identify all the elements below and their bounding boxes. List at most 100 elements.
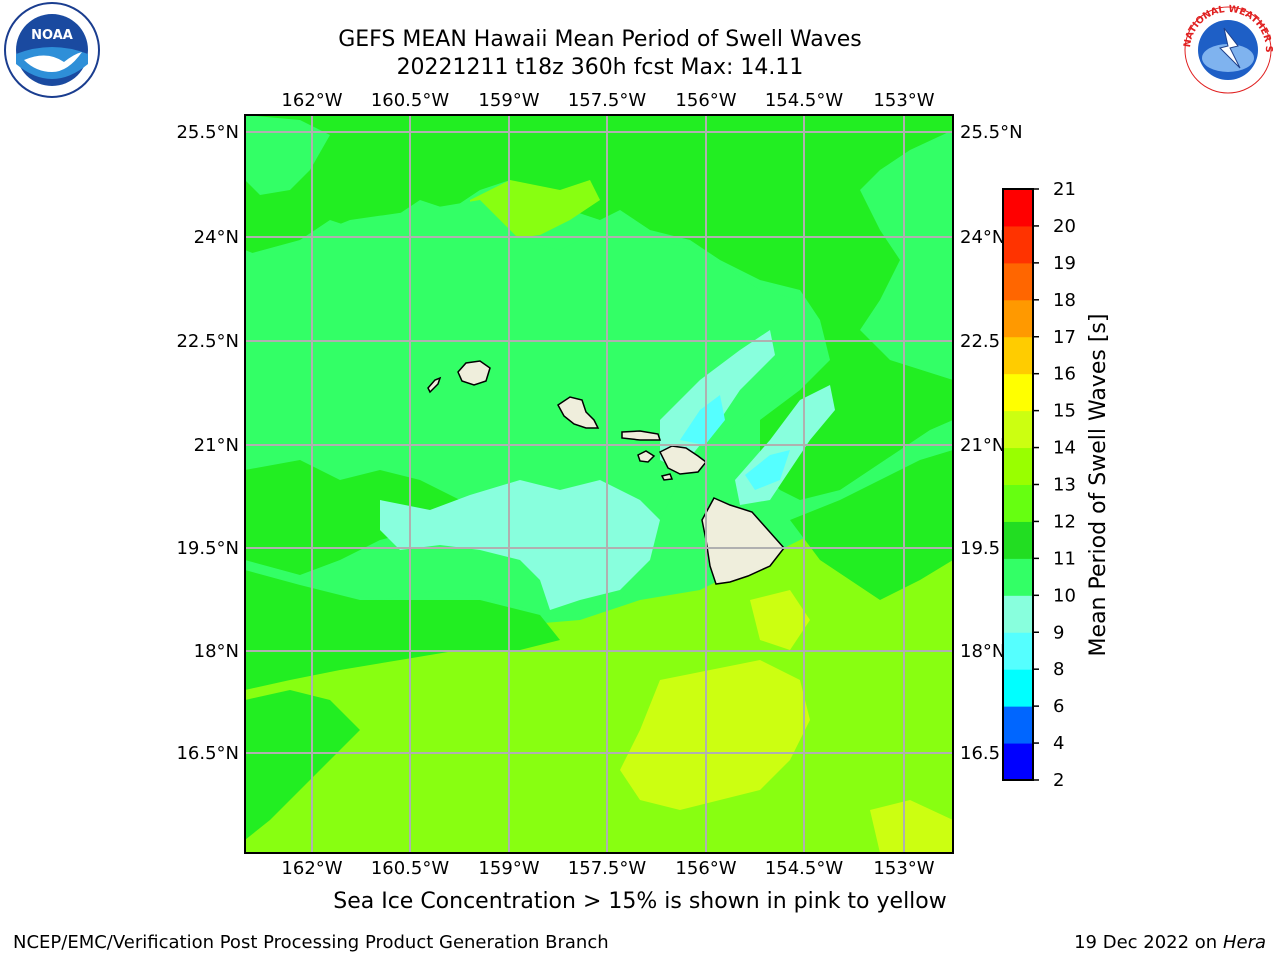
hawaiian-islands bbox=[427, 360, 785, 585]
lon-label: 162°W bbox=[281, 858, 342, 879]
colorbar-tick-label: 12 bbox=[1053, 511, 1076, 532]
island-molokai bbox=[621, 430, 662, 441]
lon-label: 162°W bbox=[281, 90, 342, 111]
colorbar-tick-label: 18 bbox=[1053, 290, 1076, 311]
lon-label: 154.5°W bbox=[765, 858, 844, 879]
colorbar-swatch bbox=[1003, 225, 1033, 264]
island-oahu bbox=[557, 396, 600, 429]
colorbar-tick-label: 6 bbox=[1053, 696, 1064, 717]
lat-label: 22.5°N bbox=[176, 331, 239, 352]
lon-label: 153°W bbox=[873, 90, 934, 111]
lon-label: 156°W bbox=[675, 90, 736, 111]
colorbar-tick-label: 15 bbox=[1053, 401, 1076, 422]
colorbar-swatch bbox=[1003, 373, 1033, 412]
lon-label: 160.5°W bbox=[371, 858, 450, 879]
swell-band-8-9 bbox=[680, 395, 725, 445]
colorbar-tick-label: 17 bbox=[1053, 327, 1076, 348]
swell-band-13-14-se bbox=[870, 800, 953, 853]
colorbar-swatch bbox=[1003, 189, 1033, 227]
colorbar-swatch bbox=[1003, 595, 1033, 633]
lat-labels-right: 25.5°N 24°N 22.5 21°N 19.5 18°N 16.5 bbox=[960, 122, 1023, 764]
colorbar-tick-label: 16 bbox=[1053, 364, 1076, 385]
swell-band-10-11-north-patch bbox=[245, 115, 330, 195]
lat-label: 24°N bbox=[194, 227, 239, 248]
plot-title: GEFS MEAN Hawaii Mean Period of Swell Wa… bbox=[338, 27, 862, 52]
lat-label: 16.5 bbox=[960, 743, 1000, 764]
swell-band-8-9-b bbox=[745, 450, 790, 490]
colorbar-tick-label: 11 bbox=[1053, 548, 1076, 569]
lat-label: 16.5°N bbox=[176, 743, 239, 764]
lat-label: 19.5 bbox=[960, 538, 1000, 559]
lat-label: 25.5°N bbox=[960, 122, 1023, 143]
colorbar-tick-label: 20 bbox=[1053, 216, 1076, 237]
date-text: 19 Dec 2022 on Hera bbox=[1074, 932, 1266, 953]
lat-label: 18°N bbox=[960, 641, 1005, 662]
map-gridlines bbox=[245, 115, 953, 853]
colorbar-swatch bbox=[1003, 669, 1033, 707]
colorbar-tick-label: 2 bbox=[1053, 770, 1064, 791]
lon-label: 160.5°W bbox=[371, 90, 450, 111]
colorbar-swatch bbox=[1003, 632, 1033, 670]
colorbar-ticks: 2 4 6 8 9 10 11 12 13 14 15 16 17 18 19 20 21 bbox=[1033, 179, 1076, 791]
colorbar-label: Mean Period of Swell Waves [s] bbox=[1086, 314, 1111, 657]
lat-label: 22.5 bbox=[960, 331, 1000, 352]
lon-label: 159°W bbox=[478, 90, 539, 111]
colorbar-tick-label: 19 bbox=[1053, 253, 1076, 274]
lon-label: 153°W bbox=[873, 858, 934, 879]
colorbar-tick-label: 13 bbox=[1053, 475, 1076, 496]
lon-labels-bottom: 162°W 160.5°W 159°W 157.5°W 156°W 154.5°… bbox=[281, 858, 934, 879]
lat-label: 21°N bbox=[194, 435, 239, 456]
swell-band-11-12-east bbox=[790, 450, 953, 600]
lat-label: 25.5°N bbox=[176, 122, 239, 143]
svg-text:NOAA: NOAA bbox=[31, 28, 73, 43]
island-kahoolawe bbox=[660, 473, 674, 481]
colorbar-swatch bbox=[1003, 336, 1033, 375]
colorbar-frame bbox=[1002, 188, 1034, 781]
lat-label: 19.5°N bbox=[176, 538, 239, 559]
colorbar-tick-label: 9 bbox=[1053, 622, 1064, 643]
map-frame bbox=[244, 114, 954, 854]
colorbar-swatch bbox=[1003, 521, 1033, 559]
island-kauai bbox=[457, 360, 491, 386]
map-field bbox=[245, 115, 953, 853]
nws-logo: NATIONAL WEATHER SERVICE bbox=[1178, 2, 1274, 96]
island-lanai bbox=[637, 450, 656, 463]
colorbar-swatch bbox=[1003, 484, 1033, 522]
swell-band-13-14-center bbox=[620, 660, 810, 810]
colorbar-swatches bbox=[1003, 189, 1033, 781]
colorbar: 2 4 6 8 9 10 11 12 13 14 15 16 17 18 19 20 21 Mean Perio… bbox=[1002, 179, 1111, 791]
credit-text: NCEP/EMC/Verification Post Processing Pr… bbox=[13, 932, 609, 953]
lon-label: 157.5°W bbox=[568, 858, 647, 879]
lat-label: 18°N bbox=[194, 641, 239, 662]
lon-label: 154.5°W bbox=[765, 90, 844, 111]
lon-label: 159°W bbox=[478, 858, 539, 879]
lon-label: 157.5°W bbox=[568, 90, 647, 111]
lat-label: 21°N bbox=[960, 435, 1005, 456]
colorbar-tick-label: 8 bbox=[1053, 659, 1064, 680]
colorbar-swatch bbox=[1003, 299, 1033, 338]
colorbar-swatch bbox=[1003, 743, 1033, 781]
colorbar-swatch bbox=[1003, 558, 1033, 596]
swell-band-11-12-south-west2 bbox=[245, 690, 360, 840]
lat-labels-left: 25.5°N 24°N 22.5°N 21°N 19.5°N 18°N 16.5… bbox=[176, 122, 239, 764]
colorbar-tick-label: 21 bbox=[1053, 179, 1076, 200]
noaa-logo: NOAA bbox=[4, 2, 100, 98]
colorbar-swatch bbox=[1003, 410, 1033, 449]
swell-band-11-12-north bbox=[245, 115, 953, 500]
swell-band-11-12-west bbox=[245, 460, 460, 575]
colorbar-swatch bbox=[1003, 262, 1033, 301]
swell-band-13-14-east bbox=[750, 590, 810, 650]
plot-subtitle: 20221211 t18z 360h fcst Max: 14.11 bbox=[396, 55, 804, 80]
sea-ice-footnote: Sea Ice Concentration > 15% is shown in … bbox=[333, 889, 947, 914]
date-value: 19 Dec 2022 on bbox=[1074, 932, 1218, 953]
colorbar-tick-label: 14 bbox=[1053, 438, 1076, 459]
host-name: Hera bbox=[1222, 932, 1266, 953]
lon-label: 156°W bbox=[675, 858, 736, 879]
lat-label: 24°N bbox=[960, 227, 1005, 248]
colorbar-tick-label: 4 bbox=[1053, 733, 1064, 754]
colorbar-tick-label: 10 bbox=[1053, 585, 1076, 606]
colorbar-swatch bbox=[1003, 706, 1033, 744]
lon-labels-top: 162°W 160.5°W 159°W 157.5°W 156°W 154.5°… bbox=[281, 90, 934, 111]
island-niihau bbox=[427, 376, 442, 394]
